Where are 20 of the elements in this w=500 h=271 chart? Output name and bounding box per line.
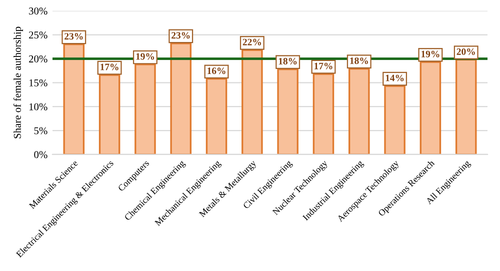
data-label: 19% (136, 53, 154, 60)
y-tick-label: 0% (34, 151, 48, 158)
data-label: 22% (242, 38, 261, 46)
y-axis-title: Share of female authorship (13, 26, 23, 138)
data-label: 17% (314, 62, 332, 70)
data-label: 23% (172, 32, 190, 39)
data-label: 23% (64, 33, 83, 40)
data-label: 18% (350, 57, 368, 64)
data-label: 19% (422, 50, 440, 58)
data-label: 16% (208, 68, 226, 74)
data-label: 17% (100, 64, 118, 70)
y-tick-label: 20% (29, 55, 48, 62)
y-tick-label: 15% (29, 79, 48, 86)
data-label: 18% (278, 58, 297, 65)
y-tick-label: 30% (29, 8, 48, 15)
y-tick-label: 10% (29, 103, 48, 110)
y-tick-label: 5% (34, 127, 48, 134)
data-label: 14% (386, 74, 404, 82)
y-tick-label: 25% (29, 31, 48, 39)
data-label: 20% (456, 48, 475, 55)
